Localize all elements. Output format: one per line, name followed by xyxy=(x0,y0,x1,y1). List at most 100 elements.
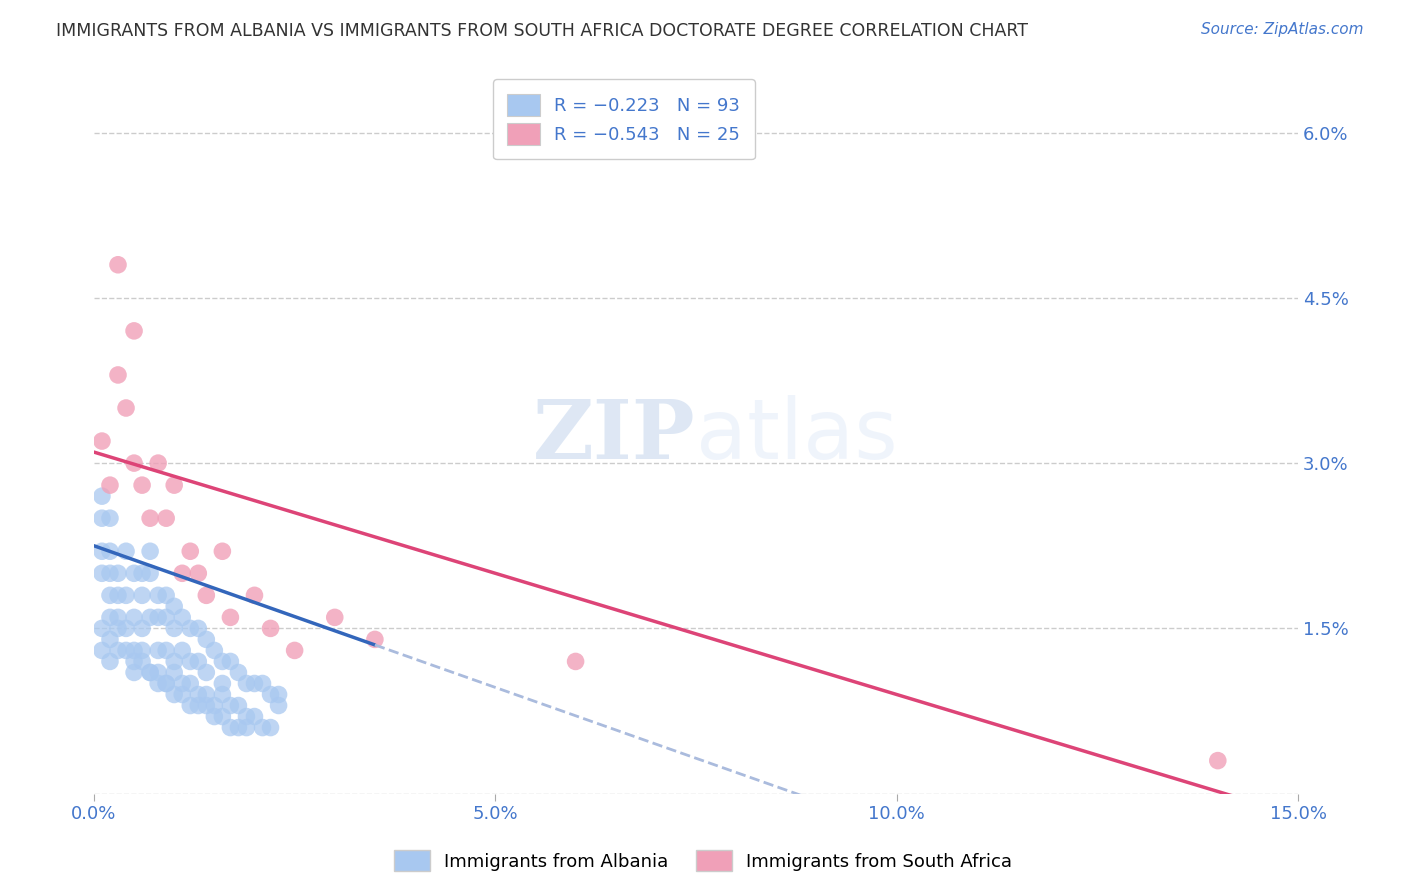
Point xyxy=(219,655,242,669)
Point xyxy=(115,643,138,657)
Point xyxy=(131,478,153,492)
Point xyxy=(252,676,274,690)
Point xyxy=(228,721,250,735)
Point xyxy=(252,721,274,735)
Point xyxy=(187,698,209,713)
Point xyxy=(172,566,194,581)
Point xyxy=(107,368,129,382)
Point xyxy=(211,688,233,702)
Point xyxy=(115,401,138,415)
Point xyxy=(107,643,129,657)
Point xyxy=(107,588,129,602)
Point xyxy=(155,676,177,690)
Point xyxy=(115,544,138,558)
Point xyxy=(122,643,145,657)
Point xyxy=(122,566,145,581)
Point xyxy=(91,511,114,525)
Point xyxy=(122,665,145,680)
Point xyxy=(146,456,169,470)
Point xyxy=(195,588,218,602)
Point xyxy=(187,655,209,669)
Text: ZIP: ZIP xyxy=(533,395,696,475)
Point xyxy=(267,688,290,702)
Point xyxy=(259,621,281,635)
Point xyxy=(172,643,194,657)
Point xyxy=(267,698,290,713)
Point xyxy=(139,544,162,558)
Text: Source: ZipAtlas.com: Source: ZipAtlas.com xyxy=(1201,22,1364,37)
Point xyxy=(564,655,586,669)
Point xyxy=(228,665,250,680)
Point xyxy=(131,566,153,581)
Point xyxy=(243,676,266,690)
Point xyxy=(235,676,257,690)
Point xyxy=(122,324,145,338)
Point xyxy=(202,643,225,657)
Point xyxy=(139,511,162,525)
Point xyxy=(163,478,186,492)
Point xyxy=(98,632,121,647)
Point xyxy=(98,511,121,525)
Point xyxy=(91,621,114,635)
Point xyxy=(146,665,169,680)
Point xyxy=(172,688,194,702)
Point xyxy=(107,566,129,581)
Point xyxy=(98,544,121,558)
Point xyxy=(172,610,194,624)
Point xyxy=(364,632,387,647)
Point xyxy=(146,588,169,602)
Point xyxy=(187,566,209,581)
Point xyxy=(122,456,145,470)
Point xyxy=(91,643,114,657)
Point xyxy=(107,621,129,635)
Point xyxy=(235,721,257,735)
Point xyxy=(195,665,218,680)
Point xyxy=(172,676,194,690)
Point xyxy=(98,655,121,669)
Point xyxy=(163,655,186,669)
Point xyxy=(163,665,186,680)
Text: IMMIGRANTS FROM ALBANIA VS IMMIGRANTS FROM SOUTH AFRICA DOCTORATE DEGREE CORRELA: IMMIGRANTS FROM ALBANIA VS IMMIGRANTS FR… xyxy=(56,22,1028,40)
Point xyxy=(235,709,257,723)
Point xyxy=(91,566,114,581)
Point xyxy=(122,655,145,669)
Point xyxy=(131,643,153,657)
Point xyxy=(187,621,209,635)
Point xyxy=(195,698,218,713)
Point xyxy=(98,588,121,602)
Point xyxy=(98,566,121,581)
Point xyxy=(131,621,153,635)
Point xyxy=(202,709,225,723)
Point xyxy=(259,688,281,702)
Point xyxy=(98,478,121,492)
Point xyxy=(202,698,225,713)
Point xyxy=(187,688,209,702)
Point xyxy=(91,434,114,448)
Point xyxy=(155,610,177,624)
Point xyxy=(163,688,186,702)
Point xyxy=(131,655,153,669)
Point xyxy=(155,588,177,602)
Point xyxy=(139,566,162,581)
Point xyxy=(131,588,153,602)
Point xyxy=(107,258,129,272)
Point xyxy=(179,544,201,558)
Point xyxy=(155,643,177,657)
Point xyxy=(179,698,201,713)
Point xyxy=(98,610,121,624)
Point xyxy=(259,721,281,735)
Point xyxy=(139,665,162,680)
Point xyxy=(1206,754,1229,768)
Point xyxy=(179,676,201,690)
Legend: Immigrants from Albania, Immigrants from South Africa: Immigrants from Albania, Immigrants from… xyxy=(387,843,1019,879)
Point xyxy=(163,621,186,635)
Point xyxy=(146,676,169,690)
Point xyxy=(323,610,346,624)
Point xyxy=(115,588,138,602)
Point xyxy=(155,676,177,690)
Point xyxy=(179,621,201,635)
Point xyxy=(179,655,201,669)
Point xyxy=(228,698,250,713)
Point xyxy=(284,643,307,657)
Point xyxy=(195,688,218,702)
